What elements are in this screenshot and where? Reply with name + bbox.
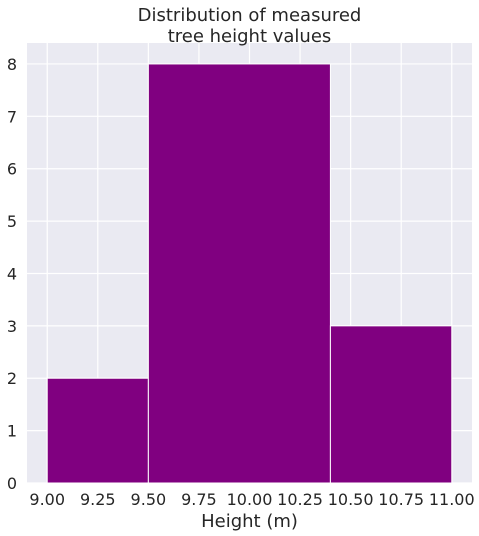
y-tick-label: 3 <box>7 317 17 336</box>
x-tick-label: 10.25 <box>277 490 323 509</box>
y-tick-label: 8 <box>7 55 17 74</box>
x-tick-label: 9.25 <box>80 490 116 509</box>
y-tick-label: 1 <box>7 422 17 441</box>
y-tick-labels: 0 1 2 3 4 5 6 7 8 <box>7 55 17 493</box>
y-tick-label: 0 <box>7 474 17 493</box>
chart-title-line-2: tree height values <box>168 26 332 47</box>
x-tick-label: 10.75 <box>378 490 424 509</box>
x-tick-label: 9.00 <box>29 490 65 509</box>
y-tick-label: 6 <box>7 160 17 179</box>
y-tick-label: 7 <box>7 107 17 126</box>
chart-title-line-1: Distribution of measured <box>138 5 362 26</box>
histogram-bar-2 <box>329 325 453 484</box>
x-tick-label: 9.75 <box>181 490 217 509</box>
y-tick-label: 5 <box>7 212 17 231</box>
x-tick-label: 11.00 <box>429 490 475 509</box>
x-tick-label: 9.50 <box>131 490 167 509</box>
x-tick-labels: 9.00 9.25 9.50 9.75 10.00 10.25 10.50 10.75 11.0… <box>29 490 474 509</box>
histogram-bar-1 <box>147 63 331 484</box>
y-tick-label: 4 <box>7 264 17 283</box>
x-tick-label: 10.50 <box>328 490 374 509</box>
x-tick-label: 10.00 <box>227 490 273 509</box>
x-axis-label: Height (m) <box>201 511 298 532</box>
bars <box>46 63 453 484</box>
histogram-bar-0 <box>46 377 149 484</box>
y-tick-label: 2 <box>7 369 17 388</box>
